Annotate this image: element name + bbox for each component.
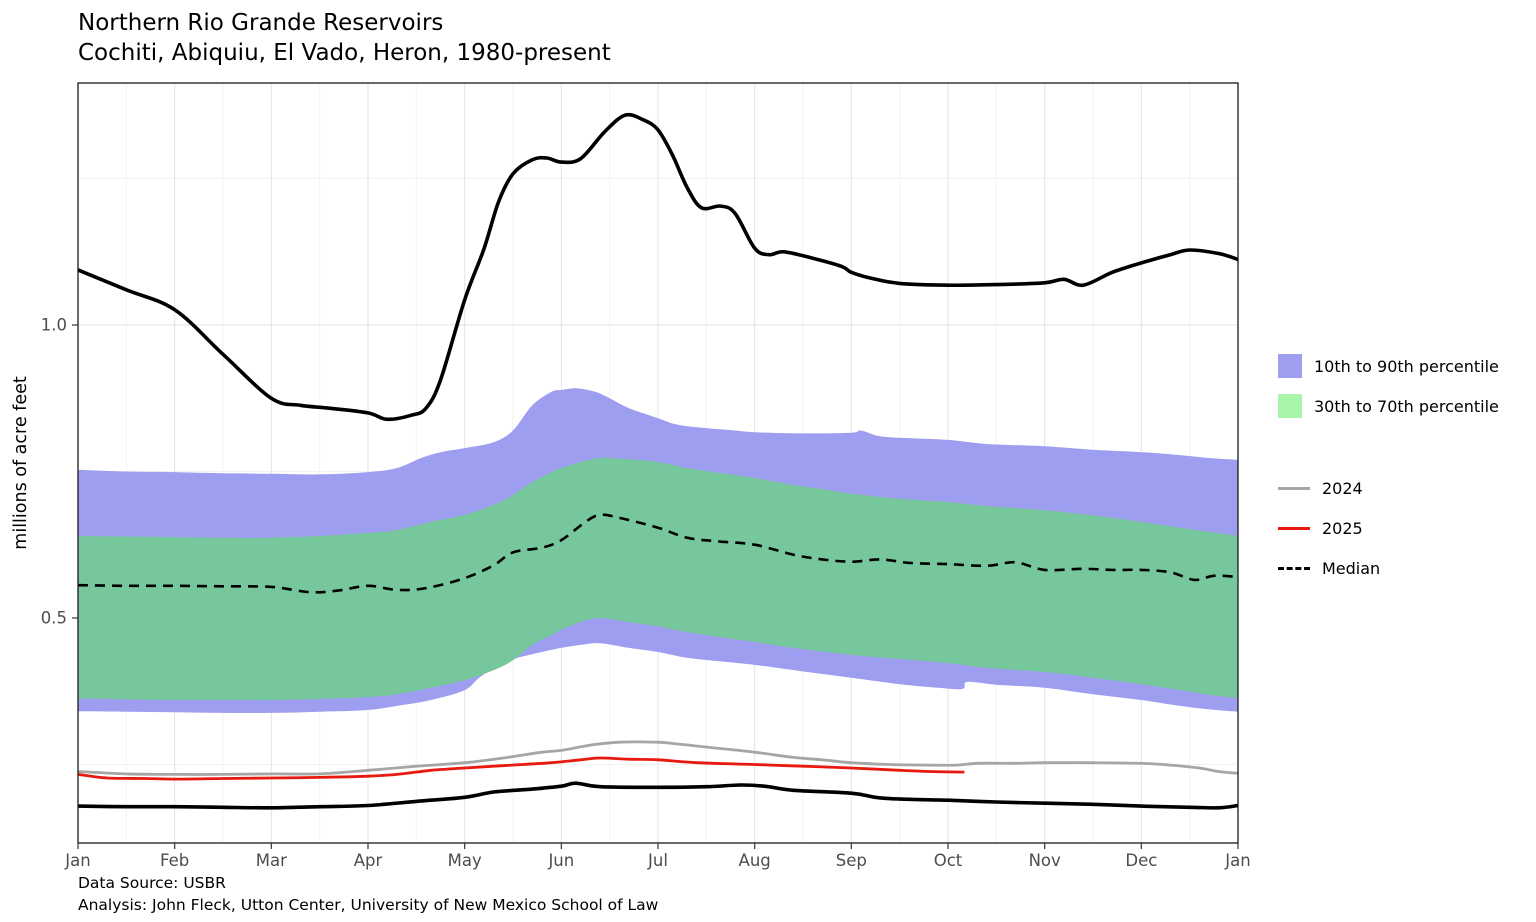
x-tick-label: Dec — [1125, 851, 1157, 870]
legend-label-30-70: 30th to 70th percentile — [1314, 396, 1499, 416]
y-axis-title: millions of acre feet — [11, 376, 31, 550]
legend-label-2025: 2025 — [1322, 518, 1363, 538]
chart-subtitle: Cochiti, Abiquiu, El Vado, Heron, 1980-p… — [78, 40, 611, 66]
legend-swatch-10-90-icon — [1278, 354, 1302, 378]
legend-label-10-90: 10th to 90th percentile — [1314, 356, 1499, 376]
x-tick-label: Jan — [64, 851, 90, 870]
caption-block: Data Source: USBR Analysis: John Fleck, … — [78, 872, 658, 916]
x-tick-label: Apr — [354, 851, 383, 870]
x-tick-label: Oct — [934, 851, 963, 870]
legend: 10th to 90th percentile 30th to 70th per… — [1278, 346, 1499, 588]
legend-label-2024: 2024 — [1322, 478, 1363, 498]
legend-item-2025: 2025 — [1278, 508, 1499, 548]
x-tick-label: Jun — [547, 851, 574, 870]
line-max — [77, 112, 1239, 422]
x-tick-label: Feb — [160, 851, 189, 870]
chart-title: Northern Rio Grande Reservoirs — [78, 10, 444, 36]
caption-analysis: Analysis: John Fleck, Utton Center, Univ… — [78, 896, 659, 914]
line-min — [77, 781, 1239, 810]
line-median — [77, 513, 1239, 594]
x-tick-label: May — [448, 851, 482, 870]
legend-key-2025-icon — [1278, 526, 1310, 530]
y-tick-label: 0.5 — [41, 608, 67, 627]
legend-label-median: Median — [1322, 558, 1381, 578]
legend-item-2024: 2024 — [1278, 468, 1499, 508]
y-tick-label: 1.0 — [41, 316, 67, 335]
line-y2024 — [77, 740, 1239, 776]
line-y2025 — [77, 756, 965, 781]
band-30-70-percentile — [78, 457, 1238, 701]
x-tick-label: Mar — [256, 851, 287, 870]
legend-item-median: Median — [1278, 548, 1499, 588]
x-tick-label: Nov — [1029, 851, 1061, 870]
caption-data-source: Data Source: USBR — [78, 874, 226, 892]
legend-gap — [1278, 426, 1499, 468]
x-tick-label: Aug — [739, 851, 771, 870]
title-block: Northern Rio Grande Reservoirs Cochiti, … — [78, 8, 611, 68]
x-tick-label: Sep — [836, 851, 867, 870]
legend-swatch-30-70-icon — [1278, 394, 1302, 418]
legend-key-2024-icon — [1278, 486, 1310, 490]
x-tick-label: Jan — [1224, 851, 1250, 870]
legend-item-band-30-70: 30th to 70th percentile — [1278, 386, 1499, 426]
legend-key-median-icon — [1278, 566, 1310, 570]
legend-item-band-10-90: 10th to 90th percentile — [1278, 346, 1499, 386]
x-tick-label: Jul — [647, 851, 668, 870]
